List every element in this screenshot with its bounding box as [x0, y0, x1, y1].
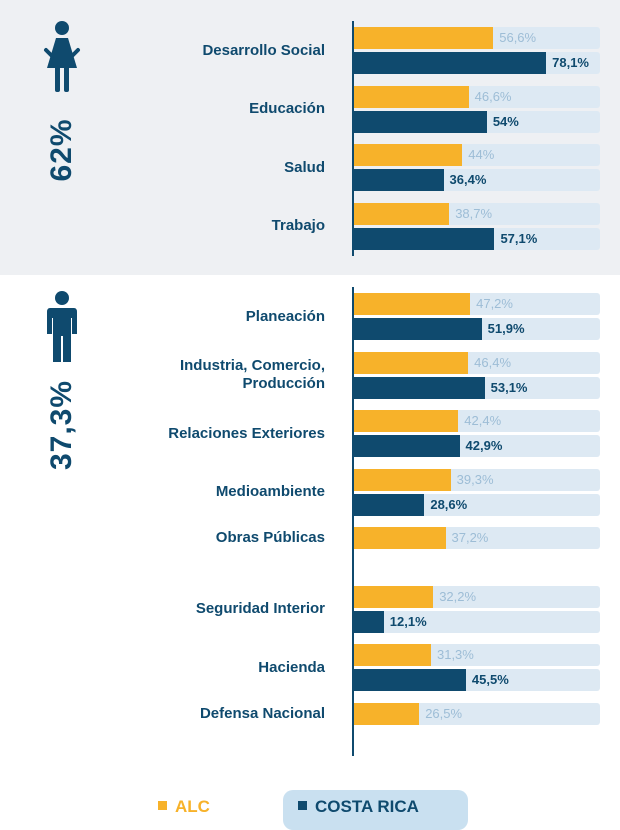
- panel-label: 37,3%: [45, 379, 78, 471]
- legend-label: ALC: [175, 797, 210, 816]
- bar: [354, 468, 451, 491]
- category-label: Defensa Nacional: [199, 704, 325, 722]
- bar: [354, 293, 471, 315]
- value-label: 57,1%: [500, 230, 538, 246]
- bar: [354, 227, 495, 250]
- bar: [354, 493, 425, 516]
- value-label: 56,6%: [499, 30, 537, 45]
- bar: [354, 702, 420, 725]
- value-label: 45,5%: [471, 672, 509, 687]
- panel-label: 62%: [45, 118, 78, 182]
- value-label: 39,3%: [456, 471, 494, 487]
- category-label: Planeación: [245, 307, 325, 325]
- category-label: Industria, Comercio, Producción: [179, 357, 325, 392]
- category-label: Obras Públicas: [215, 529, 325, 546]
- bar-track: [354, 610, 600, 633]
- bar: [354, 376, 485, 399]
- value-label: 37,2%: [451, 530, 489, 545]
- bar: [354, 52, 547, 74]
- value-label: 46,6%: [474, 88, 512, 104]
- bar: [354, 85, 469, 108]
- value-label: 12,1%: [389, 613, 427, 629]
- legend-entry: COSTA RICA: [298, 790, 419, 823]
- category-label: Seguridad Interior: [195, 600, 325, 617]
- bar: [354, 351, 469, 374]
- value-label: 44%: [468, 147, 495, 162]
- value-label: 51,9%: [487, 321, 525, 336]
- category-label: Hacienda: [258, 658, 325, 676]
- bar: [354, 27, 494, 49]
- axis-line: [352, 21, 354, 256]
- man-icon: [47, 291, 77, 362]
- value-label: 53,1%: [490, 379, 528, 395]
- bar: [354, 410, 459, 432]
- value-label: 42,9%: [465, 438, 503, 453]
- woman-icon: [44, 21, 80, 92]
- legend-swatch: [298, 801, 307, 810]
- value-label: 78,1%: [552, 55, 589, 70]
- value-label: 38,7%: [455, 205, 493, 221]
- value-label: 26,5%: [425, 705, 463, 721]
- bar: [354, 144, 463, 166]
- value-label: 46,4%: [474, 354, 512, 370]
- value-label: 28,6%: [430, 496, 468, 512]
- legend-swatch: [158, 801, 167, 810]
- category-label: Educación: [249, 100, 325, 117]
- bar: [354, 527, 446, 549]
- value-label: 31,3%: [436, 647, 474, 662]
- category-label: Medioambiente: [215, 483, 325, 500]
- bar: [354, 644, 431, 666]
- bar: [354, 585, 434, 608]
- legend-label: COSTA RICA: [315, 797, 419, 816]
- category-label: Trabajo: [271, 217, 325, 234]
- category-label: Salud: [284, 158, 325, 176]
- value-label: 47,2%: [476, 296, 513, 311]
- axis-line: [352, 287, 354, 756]
- bar: [354, 435, 460, 457]
- bar: [354, 318, 482, 340]
- legend-entry: ALC: [158, 790, 210, 823]
- value-label: 54%: [492, 113, 519, 129]
- bar: [354, 169, 444, 191]
- value-label: 32,2%: [439, 588, 477, 604]
- value-label: 42,4%: [464, 413, 502, 428]
- bar: [354, 202, 450, 225]
- bar: [354, 669, 466, 691]
- value-label: 36,4%: [449, 172, 487, 187]
- bar: [354, 110, 487, 133]
- category-label: Relaciones Exteriores: [168, 424, 325, 442]
- bar: [354, 610, 384, 633]
- category-label: Desarrollo Social: [202, 41, 325, 59]
